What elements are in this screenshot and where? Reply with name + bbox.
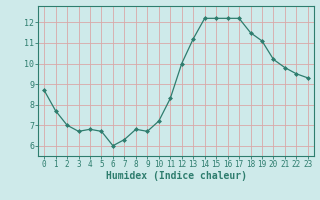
X-axis label: Humidex (Indice chaleur): Humidex (Indice chaleur) xyxy=(106,171,246,181)
